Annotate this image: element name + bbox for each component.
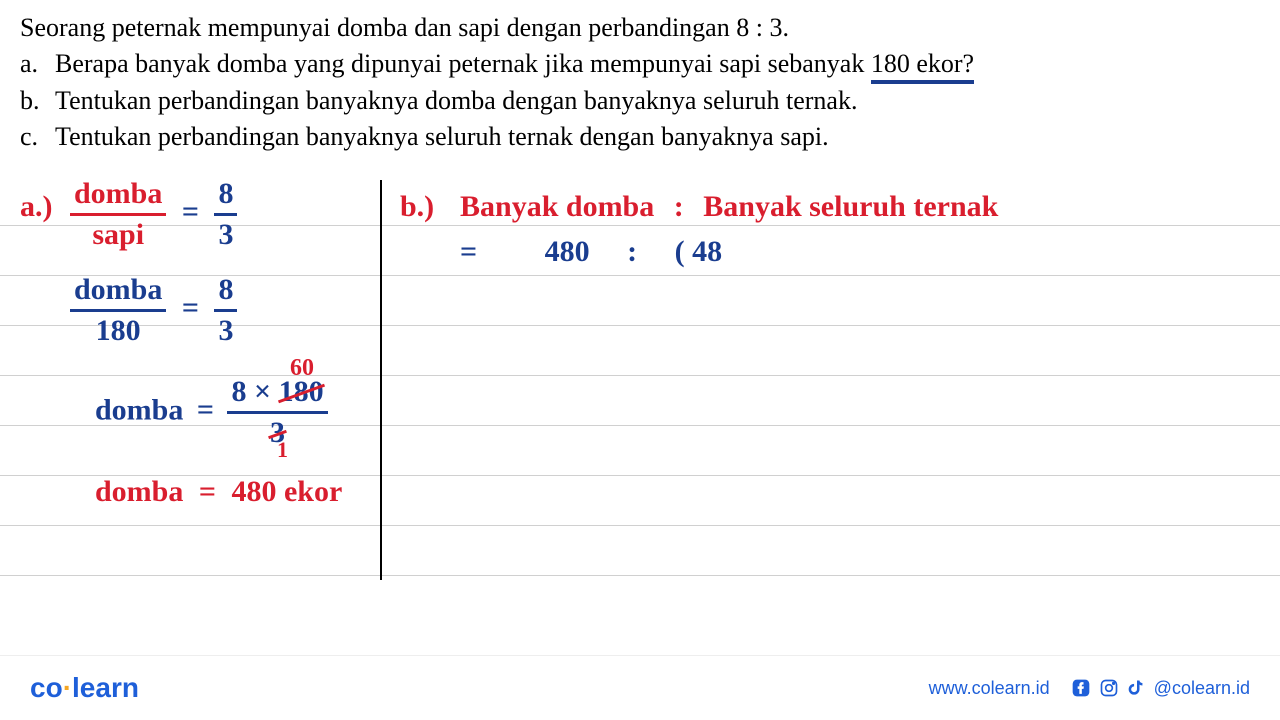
- question-a-text: Berapa banyak domba yang dipunyai petern…: [55, 49, 864, 78]
- question-c-text: Tentukan perbandingan banyaknya seluruh …: [55, 119, 829, 155]
- logo: co·learn: [30, 672, 139, 704]
- part-b-label: b.): [400, 190, 434, 224]
- calc-line: domba = 8 × 180 3: [95, 375, 328, 450]
- result-line: domba = 480 ekor: [95, 475, 342, 509]
- footer-handle: @colearn.id: [1154, 678, 1250, 699]
- reduced-60: 60: [290, 355, 314, 382]
- question-a: a. Berapa banyak domba yang dipunyai pet…: [20, 46, 1260, 82]
- instagram-icon: [1098, 677, 1120, 699]
- footer-url: www.colearn.id: [929, 678, 1050, 699]
- part-b-header: Banyak domba : Banyak seluruh ternak: [460, 190, 998, 224]
- part-a-label: a.): [20, 190, 53, 224]
- question-block: Seorang peternak mempunyai domba dan sap…: [0, 0, 1280, 156]
- label-b: b.: [20, 83, 55, 119]
- footer-right: www.colearn.id @colearn.id: [929, 677, 1250, 699]
- question-c: c. Tentukan perbandingan banyaknya selur…: [20, 119, 1260, 155]
- part-b-values: = 480 : ( 48: [460, 235, 722, 269]
- divider-line: [380, 180, 382, 580]
- ruled-line: [0, 525, 1280, 526]
- social-icons: @colearn.id: [1070, 677, 1250, 699]
- label-a: a.: [20, 46, 55, 82]
- question-intro: Seorang peternak mempunyai domba dan sap…: [20, 10, 1260, 46]
- frac-domba-sapi: dombasapi = 83: [70, 177, 237, 252]
- reduced-1: 1: [277, 437, 288, 463]
- facebook-icon: [1070, 677, 1092, 699]
- tiktok-icon: [1126, 677, 1148, 699]
- frac-domba-180: domba180 = 83: [70, 273, 237, 348]
- footer: co·learn www.colearn.id @colearn.id: [0, 655, 1280, 720]
- ruled-line: [0, 575, 1280, 576]
- label-c: c.: [20, 119, 55, 155]
- worksheet-area: a.) dombasapi = 83 domba180 = 83 domba =…: [0, 175, 1280, 595]
- question-b-text: Tentukan perbandingan banyaknya domba de…: [55, 83, 857, 119]
- question-b: b. Tentukan perbandingan banyaknya domba…: [20, 83, 1260, 119]
- underlined-value: 180 ekor?: [871, 49, 974, 84]
